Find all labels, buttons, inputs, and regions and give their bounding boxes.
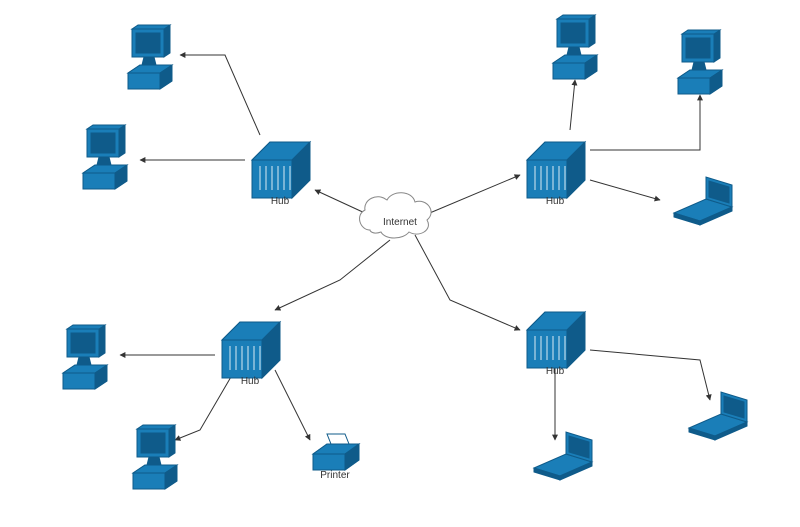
hub-label: Hub [525, 196, 585, 207]
cloud-label: Internet [370, 217, 430, 228]
hub-icon [527, 142, 585, 198]
laptop-icon [689, 392, 747, 440]
hub-icon [252, 142, 310, 198]
printer-icon [313, 434, 359, 470]
desktop-icon [553, 15, 597, 79]
laptop-icon [674, 177, 732, 225]
hub-label: Hub [525, 366, 585, 377]
network-diagram [0, 0, 800, 527]
desktop-icon [63, 325, 107, 389]
hub-icon [527, 312, 585, 368]
edge-internet-hub2 [425, 175, 520, 215]
desktop-icon [83, 125, 127, 189]
cloud-icon [360, 193, 432, 238]
laptop-icon [534, 432, 592, 480]
hub-icon [222, 322, 280, 378]
edge-internet-hub3 [275, 240, 390, 310]
desktop-icon [678, 30, 722, 94]
printer-label: Printer [305, 470, 365, 481]
edge-hub2-pc3 [570, 80, 575, 130]
edge-hub1-pc1 [180, 55, 260, 135]
edge-internet-hub4 [415, 235, 520, 330]
edge-hub4-lap2 [590, 350, 710, 400]
hub-label: Hub [250, 196, 310, 207]
edge-hub2-lap1 [590, 180, 660, 200]
edge-hub2-pc4 [590, 95, 700, 150]
desktop-icon [128, 25, 172, 89]
edge-hub3-prn1 [275, 370, 310, 440]
hub-label: Hub [220, 376, 280, 387]
desktop-icon [133, 425, 177, 489]
